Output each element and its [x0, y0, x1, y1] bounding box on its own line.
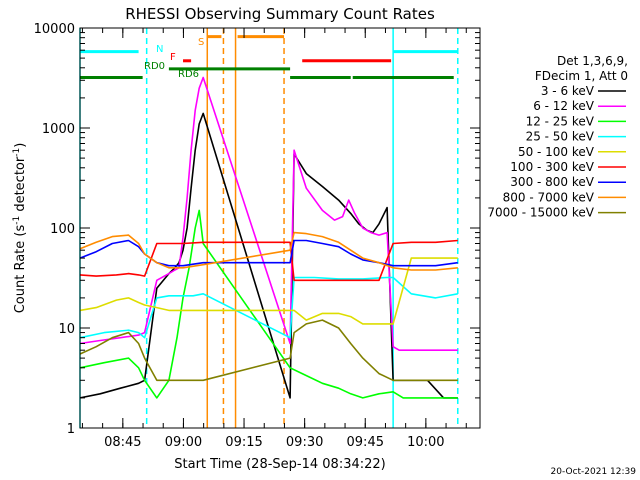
series-line — [79, 76, 458, 352]
series-line — [79, 239, 458, 282]
y-tick-label: 10 — [58, 322, 75, 337]
series-line — [79, 209, 458, 399]
legend-item-label: 50 - 100 keV — [518, 145, 595, 159]
legend-header-line1: Det 1,3,6,9, — [557, 54, 628, 68]
bar-label-night-label: N — [156, 44, 163, 55]
status-bars: N S F RD0 RD6 — [80, 35, 458, 80]
bar-label-saa-label: S — [198, 37, 204, 48]
x-tick-label: 09:45 — [347, 435, 384, 450]
series-line — [79, 239, 458, 267]
x-tick-label: 09:15 — [225, 435, 262, 450]
chart-title: RHESSI Observing Summary Count Rates — [125, 5, 435, 23]
legend-item-label: 100 - 300 keV — [510, 160, 594, 174]
legend-item-label: 300 - 800 keV — [510, 175, 594, 189]
x-tick-label: 08:45 — [104, 435, 141, 450]
y-axis-label-end: ) — [13, 143, 28, 148]
series-line — [79, 319, 458, 382]
legend-item-label: 12 - 25 keV — [526, 114, 595, 128]
legend: Det 1,3,6,9, FDecim 1, Att 0 3 - 6 keV6 … — [487, 54, 628, 220]
series-line — [79, 257, 458, 325]
x-axis: 08:45 09:00 09:15 09:30 09:45 10:00 — [81, 28, 467, 450]
legend-header-line2: FDecim 1, Att 0 — [535, 69, 628, 83]
bar-label-decim-label: RD0 — [144, 61, 165, 72]
x-tick-label: 09:00 — [165, 435, 202, 450]
y-axis-label-main: Count Rate (s — [13, 225, 28, 314]
legend-item-label: 25 - 50 keV — [526, 130, 595, 144]
legend-item-label: 7000 - 15000 keV — [487, 206, 594, 220]
bar-label-decim-label2: RD6 — [178, 69, 199, 80]
series-lines — [79, 76, 458, 399]
footer-timestamp: 20-Oct-2021 12:39 — [551, 467, 637, 477]
legend-item-label: 3 - 6 keV — [541, 84, 595, 98]
y-axis: 1 10 100 1000 10000 — [34, 22, 480, 437]
y-axis-label: Count Rate (s-1 detector-1) — [12, 143, 28, 314]
y-tick-label: 1 — [67, 422, 75, 437]
legend-item-label: 6 - 12 keV — [533, 99, 595, 113]
legend-item-label: 800 - 7000 keV — [503, 190, 595, 204]
y-tick-label: 100 — [50, 222, 75, 237]
x-tick-label: 10:00 — [407, 435, 444, 450]
bar-label-flare-label: F — [170, 52, 176, 63]
y-tick-label: 1000 — [42, 122, 75, 137]
x-tick-label: 09:30 — [286, 435, 323, 450]
x-axis-label: Start Time (28-Sep-14 08:34:22) — [174, 457, 385, 472]
y-axis-label-sup1: -1 — [12, 216, 22, 225]
y-axis-label-sup2: -1 — [12, 148, 22, 157]
series-line — [79, 276, 458, 339]
y-tick-label: 10000 — [34, 22, 75, 37]
series-line — [79, 231, 458, 271]
y-axis-label-mid: detector — [13, 156, 28, 216]
